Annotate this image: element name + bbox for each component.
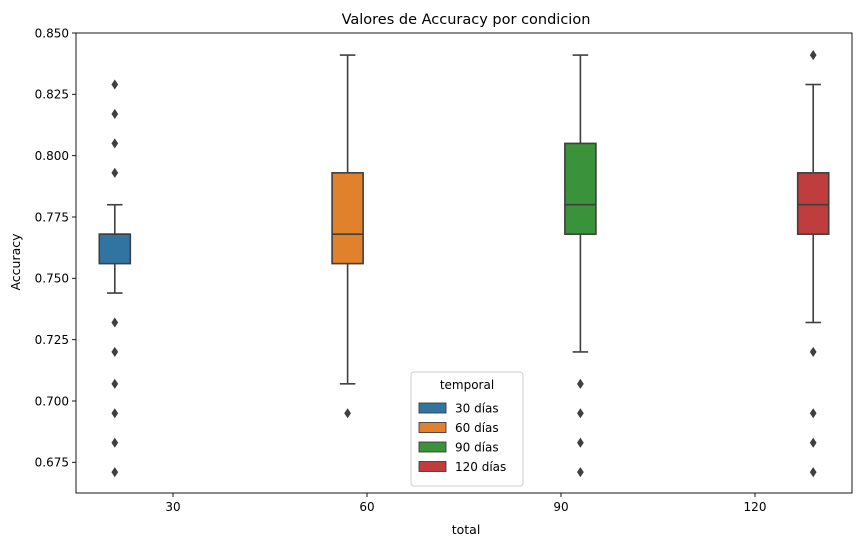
outlier-point: [111, 138, 119, 149]
box: [98, 233, 132, 265]
legend-label: 30 días: [455, 402, 499, 416]
outlier-point: [111, 346, 119, 357]
outlier-point: [111, 79, 119, 90]
legend-swatch: [418, 461, 447, 472]
box: [564, 142, 597, 235]
legend-title: temporal: [440, 378, 494, 392]
outlier-point: [111, 317, 119, 328]
outlier-point: [809, 408, 817, 419]
legend-label: 120 días: [455, 460, 506, 474]
plot-area: 0.675 0.700 0.725 0.750 0.775 0.800 0.825 0.850…: [35, 26, 853, 514]
outlier-point: [809, 50, 817, 61]
legend-swatch: [418, 441, 447, 453]
outlier-point: [577, 408, 584, 419]
y-tick-label: 0.800: [35, 149, 69, 163]
plot-frame: [75, 32, 853, 494]
y-tick-label: 0.725: [35, 333, 69, 347]
outlier-point: [577, 467, 584, 478]
legend-swatch: [418, 422, 447, 433]
legend: temporal 30 días 60 días 90 días 120 días: [410, 371, 524, 487]
outlier-point: [111, 467, 119, 478]
legend-frame: [410, 371, 524, 487]
outlier-point: [111, 167, 119, 178]
y-axis-label: Accuracy: [8, 233, 23, 291]
outlier-point: [577, 378, 584, 389]
legend-label: 60 días: [455, 421, 499, 435]
outlier-point: [111, 408, 119, 419]
box-group: [331, 54, 364, 419]
outlier-point: [809, 346, 817, 357]
outlier-point: [111, 378, 119, 389]
box: [796, 172, 830, 235]
outlier-point: [344, 408, 351, 419]
chart-title: Valores de Accuracy por condicion: [342, 12, 591, 28]
box-group: [796, 50, 830, 478]
outlier-point: [111, 108, 119, 120]
x-axis-label: total: [452, 522, 481, 537]
x-tick-label: 30: [165, 500, 180, 514]
x-tick-label: 90: [553, 500, 568, 514]
y-tick-label: 0.775: [35, 210, 69, 224]
box-group: [98, 79, 132, 478]
y-tick-label: 0.675: [35, 456, 69, 470]
outlier-point: [111, 437, 119, 448]
box: [331, 172, 364, 265]
y-tick-label: 0.700: [35, 394, 69, 408]
legend-swatch: [418, 402, 447, 414]
y-tick-label: 0.850: [35, 26, 69, 40]
y-tick-label: 0.825: [35, 88, 69, 102]
legend-label: 90 días: [455, 441, 499, 455]
outlier-point: [577, 437, 584, 448]
box-group: [564, 54, 597, 478]
outlier-point: [809, 467, 817, 478]
y-tick-label: 0.750: [35, 272, 69, 286]
x-tick-label: 60: [359, 500, 374, 514]
outlier-point: [809, 437, 817, 448]
x-tick-label: 120: [744, 500, 767, 514]
